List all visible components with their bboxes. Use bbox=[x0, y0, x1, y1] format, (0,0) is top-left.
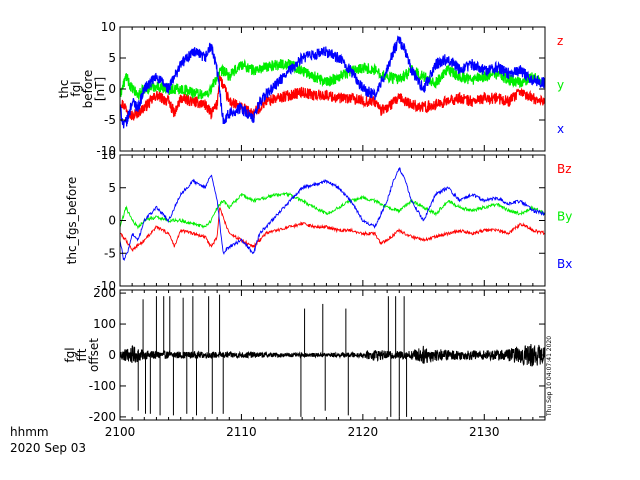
panel-frame bbox=[119, 26, 546, 152]
series-line-x bbox=[120, 35, 545, 129]
y-tick-label: 0 bbox=[108, 348, 116, 362]
legend-label-z: z bbox=[557, 34, 563, 48]
y-axis-label-line: thc bbox=[57, 80, 71, 99]
legend-label-By: By bbox=[557, 210, 572, 224]
y-axis-label-text: thc_fgs_before bbox=[65, 177, 79, 265]
panel-2: Bz By Bx -10 -5 0 5 10 thc_fgs_before bbox=[65, 148, 572, 293]
y-tick-label: -200 bbox=[89, 410, 116, 424]
y-tick-label: -10 bbox=[96, 279, 116, 293]
y-axis-label-line: before bbox=[81, 70, 95, 109]
x-tick-label: 2130 bbox=[469, 425, 500, 439]
series-line-By bbox=[120, 191, 545, 230]
legend-label-y: y bbox=[557, 78, 564, 92]
y-tick-label: 0 bbox=[108, 82, 116, 96]
y-tick-label: 5 bbox=[108, 51, 116, 65]
y-axis-label: thc_fgs_before bbox=[65, 177, 79, 265]
y-axis-label-line: offset bbox=[87, 338, 101, 372]
y-axis-label-line: fgl bbox=[69, 81, 83, 96]
legend-label-Bx: Bx bbox=[557, 257, 572, 271]
y-axis-label-line: fgl bbox=[63, 347, 77, 362]
series-line-Bz bbox=[120, 207, 545, 252]
panels-group: zyx-10-50510thcfglbefore[nT]BzByBx-10-50… bbox=[57, 20, 572, 439]
x-tick-label: 2110 bbox=[226, 425, 257, 439]
y-tick-label: 5 bbox=[108, 181, 116, 195]
series-line-z bbox=[120, 75, 545, 121]
x-tick-label: 2120 bbox=[348, 425, 379, 439]
series-line-Bx bbox=[120, 167, 545, 262]
y-tick-label: 200 bbox=[93, 286, 116, 300]
y-tick-label: 0 bbox=[108, 214, 116, 228]
y-tick-label: 100 bbox=[93, 317, 116, 331]
plot-area-3 bbox=[120, 294, 545, 417]
y-tick-label: 10 bbox=[101, 148, 116, 162]
series-noise-line bbox=[120, 343, 545, 367]
y-tick-label: -100 bbox=[89, 379, 116, 393]
x-tick-label: 2100 bbox=[105, 425, 136, 439]
y-tick-label: -10 bbox=[96, 144, 116, 158]
plot-area-1 bbox=[120, 35, 545, 129]
time-axis-label: hhmm bbox=[10, 425, 49, 439]
plot-area-2 bbox=[120, 167, 545, 262]
legend-label-Bz: Bz bbox=[557, 162, 572, 176]
y-tick-label: -5 bbox=[104, 113, 116, 127]
series-line-y bbox=[120, 58, 545, 100]
timestamp: Thu Sep 10 04:07:41 2020 bbox=[546, 336, 553, 417]
date-label: 2020 Sep 03 bbox=[10, 441, 86, 455]
y-axis-label-line: fft bbox=[75, 348, 89, 361]
legend-label-x: x bbox=[557, 122, 564, 136]
y-tick-label: 10 bbox=[101, 20, 116, 34]
y-tick-label: -5 bbox=[104, 246, 116, 260]
y-axis-label-line: [nT] bbox=[93, 77, 107, 101]
